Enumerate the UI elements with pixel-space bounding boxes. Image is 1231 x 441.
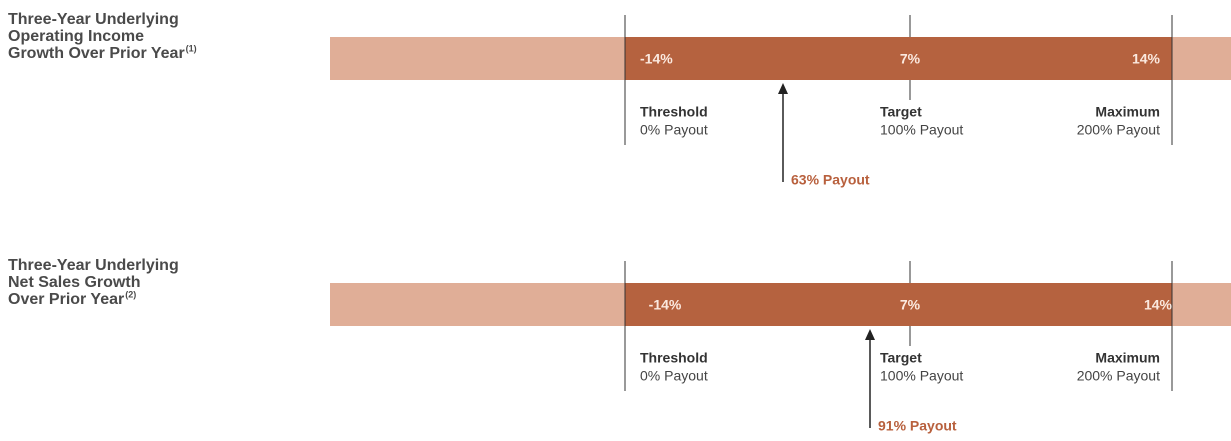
level-name: Target	[880, 350, 922, 366]
result-label: 63% Payout	[791, 172, 870, 188]
level-payout: 0% Payout	[640, 368, 708, 384]
level-name: Maximum	[1095, 104, 1160, 120]
level-payout: 100% Payout	[880, 368, 963, 384]
level-payout: 200% Payout	[1077, 368, 1160, 384]
payout-bar	[625, 283, 1172, 326]
payout-bar	[625, 37, 1172, 80]
row-title: Growth Over Prior Year	[8, 45, 185, 62]
scale-label: 7%	[900, 297, 921, 313]
title-superscript: (2)	[125, 289, 136, 299]
row-title: Three-Year Underlying	[8, 11, 179, 28]
title-superscript: (1)	[186, 43, 197, 53]
level-name: Threshold	[640, 104, 708, 120]
level-payout: 200% Payout	[1077, 122, 1160, 138]
result-arrow-head	[778, 83, 788, 94]
row-title: Net Sales Growth	[8, 274, 140, 291]
scale-label: 14%	[1144, 297, 1173, 313]
scale-label: 14%	[1132, 51, 1161, 67]
result-label: 91% Payout	[878, 418, 957, 434]
level-payout: 0% Payout	[640, 122, 708, 138]
level-name: Maximum	[1095, 350, 1160, 366]
scale-label: -14%	[640, 51, 673, 67]
level-name: Threshold	[640, 350, 708, 366]
row-title: Operating Income	[8, 28, 144, 45]
level-payout: 100% Payout	[880, 122, 963, 138]
scale-label: 7%	[900, 51, 921, 67]
scale-label: -14%	[649, 297, 682, 313]
row-title: Three-Year Underlying	[8, 257, 179, 274]
level-name: Target	[880, 104, 922, 120]
row-title: Over Prior Year	[8, 291, 124, 308]
result-arrow-head	[865, 329, 875, 340]
